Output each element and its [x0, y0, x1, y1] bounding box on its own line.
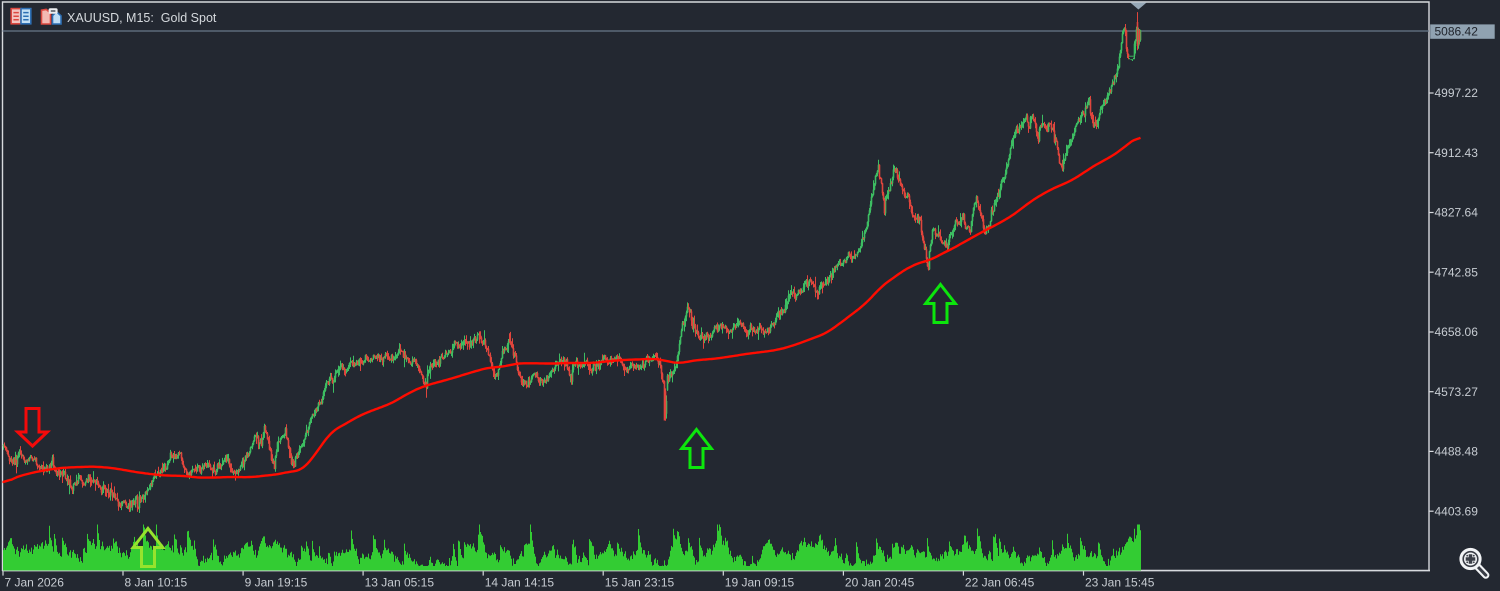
- svg-text:22 Jan 06:45: 22 Jan 06:45: [965, 576, 1035, 590]
- svg-text:4742.85: 4742.85: [1435, 265, 1479, 279]
- svg-text:20 Jan 20:45: 20 Jan 20:45: [845, 576, 915, 590]
- svg-text:23 Jan 15:45: 23 Jan 15:45: [1085, 576, 1155, 590]
- svg-text:XAUUSD, M15: Gold Spot: XAUUSD, M15: Gold Spot: [67, 11, 217, 25]
- svg-text:4488.48: 4488.48: [1435, 445, 1479, 459]
- svg-text:8 Jan 10:15: 8 Jan 10:15: [125, 576, 188, 590]
- svg-text:13 Jan 05:15: 13 Jan 05:15: [365, 576, 435, 590]
- svg-text:4997.22: 4997.22: [1435, 86, 1479, 100]
- svg-text:4912.43: 4912.43: [1435, 146, 1479, 160]
- svg-text:14 Jan 14:15: 14 Jan 14:15: [485, 576, 555, 590]
- svg-text:5086.42: 5086.42: [1435, 25, 1479, 39]
- svg-text:19 Jan 09:15: 19 Jan 09:15: [725, 576, 795, 590]
- svg-text:4573.27: 4573.27: [1435, 385, 1479, 399]
- svg-text:4827.64: 4827.64: [1435, 206, 1479, 220]
- svg-text:9 Jan 19:15: 9 Jan 19:15: [245, 576, 308, 590]
- svg-text:4403.69: 4403.69: [1435, 504, 1479, 518]
- svg-text:15 Jan 23:15: 15 Jan 23:15: [605, 576, 675, 590]
- svg-text:7 Jan 2026: 7 Jan 2026: [5, 576, 65, 590]
- svg-text:4658.06: 4658.06: [1435, 325, 1479, 339]
